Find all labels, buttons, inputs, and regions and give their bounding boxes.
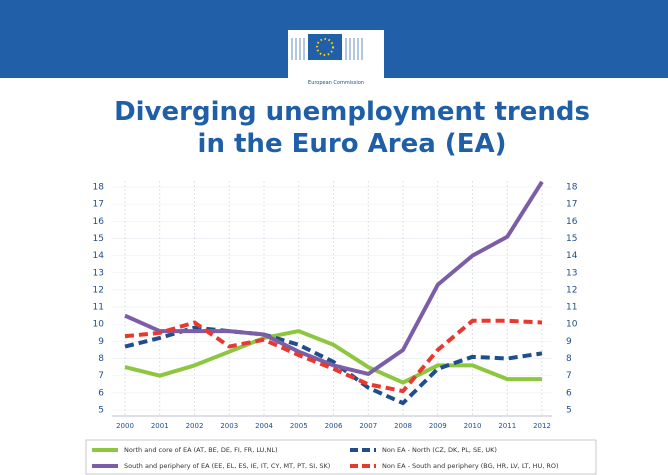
y2-tick-label: 13 [566,268,577,278]
x-tick-label: 2011 [498,422,516,430]
logo-graphic [291,34,363,60]
logo-text: European Commission [308,80,364,86]
y-tick-label: 15 [93,234,104,244]
series-line [124,329,542,385]
building-lines [291,38,363,60]
legend-label: Non EA - South and periphery (BG, HR, LV… [382,462,559,470]
series-line [124,318,543,394]
x-tick-label: 2012 [533,422,551,430]
y-tick-label: 16 [93,217,105,227]
y2-tick-label: 5 [566,406,572,416]
y2-tick-label: 7 [566,371,572,381]
y2-tick-label: 11 [566,303,577,313]
y-tick-label: 12 [93,285,104,295]
y-tick-label: 8 [98,354,104,364]
x-tick-label: 2007 [359,422,377,430]
y2-tick-label: 15 [566,234,577,244]
x-tick-label: 2008 [394,422,412,430]
x-tick-label: 2010 [464,422,482,430]
x-tick-label: 2003 [220,422,238,430]
y2-tick-label: 12 [566,285,577,295]
y-tick-label: 6 [98,388,104,398]
x-tick-label: 2004 [255,422,273,430]
eu-stars [316,38,334,56]
y2-tick-label: 9 [566,337,572,347]
y2-tick-label: 18 [566,183,578,193]
y-tick-label: 13 [93,268,104,278]
legend-box [85,439,597,475]
x-tick-label: 2002 [186,422,204,430]
x-tick-label: 2006 [325,422,343,430]
y2-tick-label: 14 [566,251,578,261]
y2-tick-label: 17 [566,200,577,210]
y-tick-label: 7 [98,371,104,381]
y-tick-label: 17 [93,200,104,210]
x-tick-label: 2009 [429,422,447,430]
y2-tick-label: 6 [566,388,572,398]
y-tick-label: 10 [93,320,105,330]
y-tick-label: 14 [93,251,105,261]
y-tick-label: 11 [93,303,104,313]
y2-tick-label: 8 [566,354,572,364]
series-line [124,180,544,376]
y-tick-label: 18 [93,183,105,193]
y-tick-label: 5 [98,406,104,416]
y2-tick-label: 10 [566,320,578,330]
series-line [124,325,543,406]
legend-label: South and periphery of EA (EE, EL, ES, I… [124,462,330,470]
y2-tick-label: 16 [566,217,578,227]
x-tick-label: 2000 [116,422,134,430]
y-tick-label: 9 [98,337,104,347]
logo [288,30,384,78]
chart-title: Diverging unemployment trends in the Eur… [114,97,590,159]
legend-label: North and core of EA (AT, BE, DE, FI, FR… [124,446,277,454]
x-tick-label: 2005 [290,422,308,430]
legend-label: Non EA - North (CZ, DK, PL, SE, UK) [382,446,497,454]
x-tick-label: 2001 [151,422,169,430]
